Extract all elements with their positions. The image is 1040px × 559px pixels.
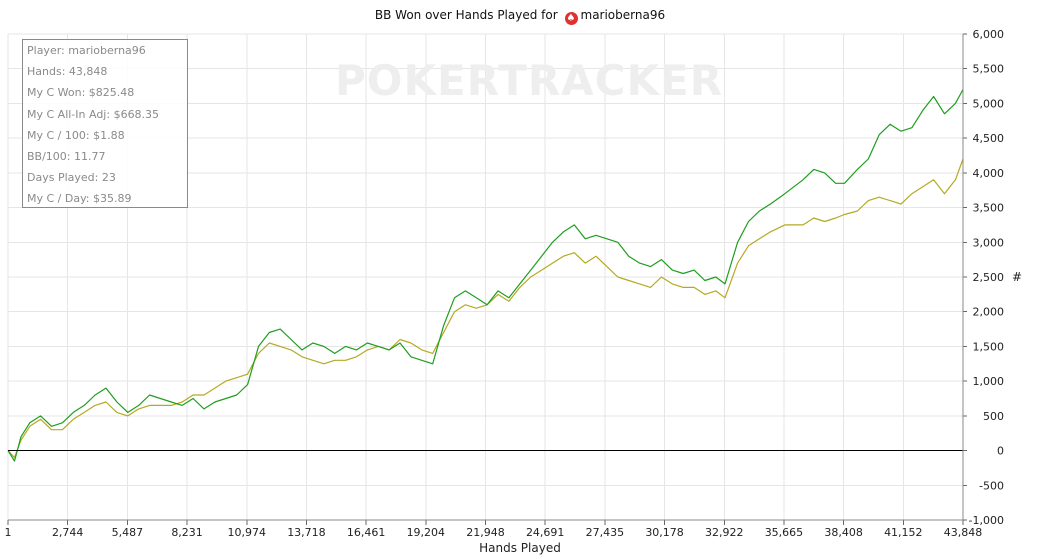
x-tick-label: 13,718 (287, 526, 326, 539)
y-tick-label: 6,000 (973, 28, 1005, 41)
y-tick-label: 4,500 (973, 132, 1005, 145)
stat-bb-per-100: BB/100: 11.77 (27, 149, 106, 163)
x-tick-label: 30,178 (645, 526, 684, 539)
stat-days-played: Days Played: 23 (27, 171, 116, 185)
stat-won: My C Won: $825.48 (27, 86, 135, 100)
y-tick-label: 1,500 (973, 340, 1005, 353)
y-tick-label: 1,000 (973, 375, 1005, 388)
y-tick-label: -500 (979, 479, 1004, 492)
y-tick-label: 5,500 (973, 63, 1005, 76)
x-tick-label: 1 (5, 526, 12, 539)
y-tick-label: 3,000 (973, 236, 1005, 249)
y-tick-label: 2,000 (973, 306, 1005, 319)
x-tick-label: 2,744 (52, 526, 84, 539)
y-tick-label: 3,500 (973, 202, 1005, 215)
chart-title: BB Won over Hands Played for ♠ marioberna… (0, 8, 1040, 25)
stats-box: Player: marioberna96 Hands: 43,848 My C … (22, 39, 188, 208)
y-tick-label: 0 (997, 445, 1004, 458)
stat-per-day: My C / Day: $35.89 (27, 192, 132, 206)
series-layer (7, 89, 964, 462)
y-tick-label: 2,500 (973, 271, 1005, 284)
stat-per-100: My C / 100: $1.88 (27, 128, 125, 142)
y-axis-label: # (1012, 270, 1023, 284)
x-tick-labels: 1 2,744 5,487 8,231 10,974 13,718 16,461 19,204… (5, 526, 983, 539)
x-tick-label: 19,204 (407, 526, 446, 539)
x-tick-label: 32,922 (705, 526, 744, 539)
x-tick-label: 43,848 (944, 526, 983, 539)
x-tick-label: 38,408 (824, 526, 863, 539)
x-tick-label: 35,665 (765, 526, 804, 539)
x-tick-label: 10,974 (228, 526, 267, 539)
spade-icon: ♠ (564, 12, 578, 25)
x-tick-label: 21,948 (466, 526, 505, 539)
watermark-logo: POKERTRACKER (335, 56, 724, 105)
x-tick-label: 5,487 (112, 526, 144, 539)
x-tick-label: 16,461 (347, 526, 386, 539)
x-tick-label: 27,435 (586, 526, 625, 539)
series-line-0 (7, 89, 964, 462)
x-tick-label: 41,152 (884, 526, 923, 539)
stat-hands: Hands: 43,848 (27, 65, 108, 79)
y-tick-labels: 6,000 5,500 5,000 4,500 4,000 3,500 3,000 2,500… (969, 28, 1004, 527)
x-axis-label: Hands Played (479, 541, 561, 555)
chart-title-text: BB Won over Hands Played for (374, 8, 558, 22)
stat-player: Player: marioberna96 (27, 44, 146, 57)
series-line-1 (7, 158, 964, 459)
chart-title-player: marioberna96 (580, 8, 666, 22)
y-tick-label: 5,000 (973, 97, 1005, 110)
y-tick-label: -1,000 (969, 514, 1004, 527)
axes (7, 33, 967, 525)
y-tick-label: 500 (983, 410, 1004, 423)
x-tick-label: 8,231 (171, 526, 203, 539)
stat-allin-adj: My C All-In Adj: $668.35 (27, 107, 160, 121)
x-tick-label: 24,691 (526, 526, 565, 539)
y-tick-label: 4,000 (973, 167, 1005, 180)
